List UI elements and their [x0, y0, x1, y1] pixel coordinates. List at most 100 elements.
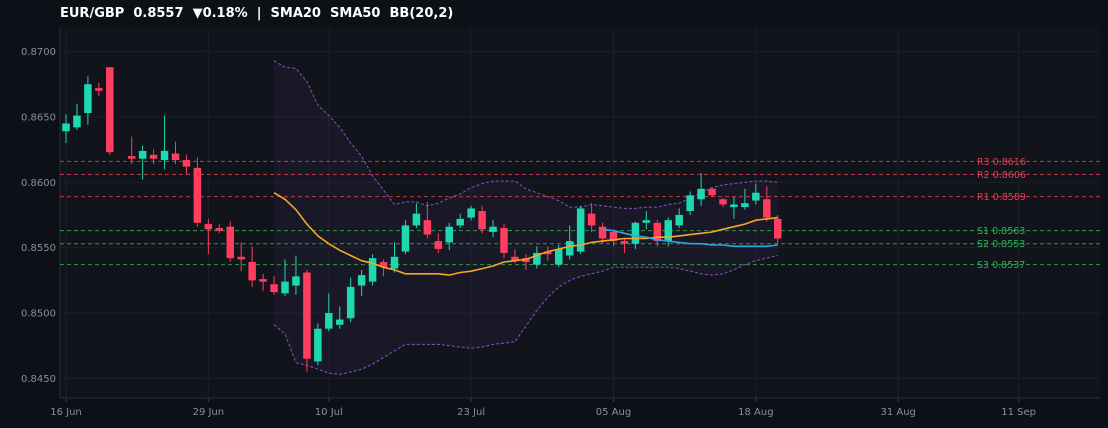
- candle: [346, 277, 355, 323]
- candle: [95, 82, 103, 96]
- bollinger-band-fill: [274, 60, 778, 375]
- candle: [565, 225, 574, 260]
- sma50-line: [602, 228, 778, 248]
- candle-body: [237, 256, 245, 260]
- candle: [763, 186, 771, 222]
- candle-body: [478, 211, 486, 230]
- candle: [182, 154, 191, 175]
- candle: [314, 323, 322, 366]
- x-tick-label: 18 Aug: [738, 407, 773, 418]
- candle-body: [149, 154, 158, 159]
- candle-body: [576, 208, 585, 252]
- candle-body: [544, 251, 552, 255]
- x-tick-label: 23 Jul: [457, 407, 485, 418]
- candle-body: [653, 222, 662, 242]
- candle: [226, 221, 234, 263]
- candle: [84, 76, 92, 125]
- candle-body: [281, 281, 289, 294]
- candle-body: [106, 67, 114, 153]
- candle-body: [423, 220, 432, 235]
- level-label-s2: S2 0.8553: [977, 239, 1025, 250]
- candle-body: [292, 276, 300, 286]
- candle: [237, 242, 245, 272]
- y-tick-label: 0.8650: [21, 112, 56, 123]
- x-tick-label: 16 Jun: [50, 407, 82, 418]
- candle: [456, 213, 464, 229]
- candle-body: [325, 313, 333, 329]
- candle: [160, 115, 169, 170]
- y-tick-label: 0.8700: [21, 47, 56, 58]
- candle: [675, 208, 683, 229]
- x-tick-label: 11 Sep: [1001, 407, 1036, 418]
- candle: [598, 222, 607, 244]
- chart-title: EUR/GBP 0.8557 ▼0.18% | SMA20 SMA50 BB(2…: [60, 6, 454, 21]
- candle-body: [675, 214, 683, 226]
- candle: [270, 276, 278, 295]
- x-tick-label: 10 Jul: [315, 407, 343, 418]
- y-tick-label: 0.8500: [21, 309, 56, 320]
- candle-body: [303, 272, 311, 359]
- candle-body: [368, 258, 377, 282]
- candle-body: [467, 208, 475, 218]
- candle-body: [730, 204, 738, 208]
- candle-body: [708, 188, 716, 196]
- candle: [478, 205, 486, 234]
- candle-body: [664, 220, 672, 242]
- candle-body: [160, 150, 169, 161]
- level-label-s1: S1 0.8563: [977, 226, 1025, 237]
- candle-body: [533, 252, 541, 265]
- candle: [303, 269, 311, 372]
- candle: [390, 242, 399, 273]
- candle: [281, 259, 289, 297]
- candle: [292, 255, 300, 295]
- candle-body: [84, 84, 92, 113]
- candle: [544, 246, 552, 261]
- y-tick-label: 0.8450: [21, 374, 56, 385]
- candle: [204, 218, 213, 255]
- candle-body: [357, 275, 366, 286]
- candle-body: [642, 220, 651, 223]
- candle-body: [774, 218, 782, 239]
- candle: [138, 145, 147, 180]
- candle-body: [555, 248, 563, 265]
- candle-body: [73, 115, 81, 128]
- level-label-r3: R3 0.8616: [977, 157, 1026, 168]
- candle: [719, 197, 727, 208]
- candle-body: [270, 284, 278, 293]
- candle-body: [379, 262, 388, 268]
- candle: [500, 224, 508, 259]
- candle: [127, 136, 136, 164]
- candle: [445, 222, 453, 251]
- candle: [653, 220, 662, 247]
- candle: [62, 114, 70, 144]
- candle: [642, 211, 651, 230]
- candle-body: [204, 224, 213, 230]
- candle-body: [336, 319, 344, 325]
- candle-body: [182, 160, 191, 167]
- candles: [62, 67, 782, 372]
- candle-body: [741, 203, 749, 208]
- candle-body: [226, 226, 234, 259]
- x-tick-label: 29 Jun: [193, 407, 225, 418]
- candle: [193, 157, 202, 227]
- candle-body: [620, 241, 629, 244]
- candle-body: [752, 192, 760, 201]
- candle: [576, 205, 585, 255]
- candle: [412, 203, 421, 229]
- candle-body: [127, 156, 136, 159]
- candle-body: [259, 279, 267, 282]
- candle-body: [171, 153, 180, 161]
- candle-body: [456, 218, 464, 226]
- level-label-r2: R2 0.8606: [977, 170, 1026, 181]
- candle-body: [215, 228, 224, 231]
- candle-body: [598, 226, 607, 239]
- candle: [587, 203, 596, 232]
- candle: [609, 229, 618, 247]
- candle: [467, 205, 475, 221]
- candle: [774, 214, 782, 244]
- candle: [73, 103, 81, 130]
- level-label-r1: R1 0.8589: [977, 192, 1026, 203]
- candle: [423, 201, 432, 239]
- candle-body: [631, 222, 640, 244]
- candle-body: [62, 123, 70, 132]
